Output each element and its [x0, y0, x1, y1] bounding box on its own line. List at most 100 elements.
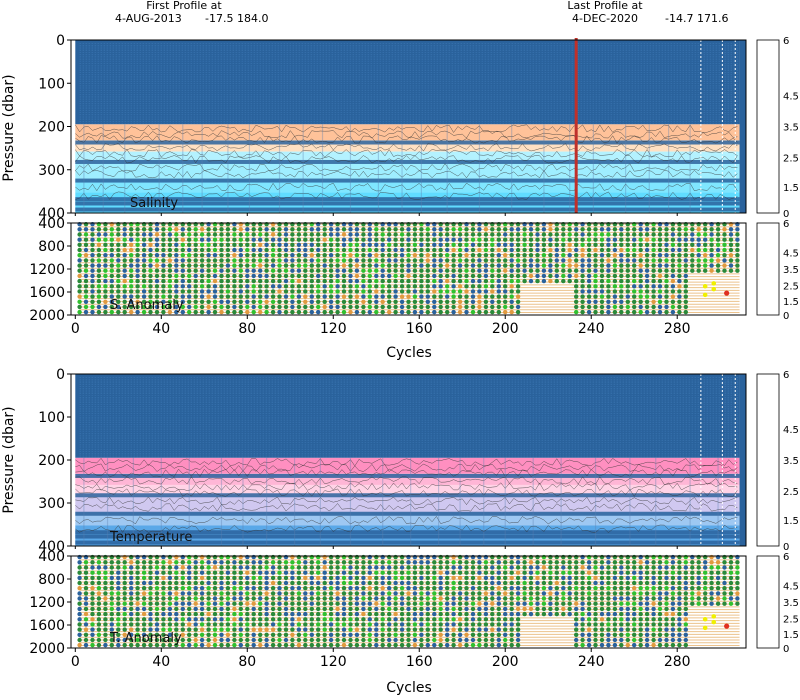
- anomaly-point: [316, 601, 321, 606]
- anomaly-point: [406, 253, 411, 258]
- anomaly-point: [432, 570, 437, 575]
- anomaly-point: [316, 580, 321, 586]
- anomaly-point: [503, 575, 508, 581]
- anomaly-point: [599, 237, 605, 242]
- anomaly-point: [180, 237, 185, 242]
- anomaly-point: [180, 617, 185, 622]
- anomaly-point: [90, 273, 95, 279]
- anomaly-point: [374, 253, 379, 258]
- anomaly-point: [225, 580, 231, 586]
- anomaly-point: [225, 586, 231, 591]
- anomaly-point: [606, 284, 611, 289]
- anomaly-point: [457, 284, 463, 289]
- anomaly-point: [309, 242, 314, 247]
- anomaly-point: [174, 232, 179, 237]
- anomaly-point: [148, 570, 153, 575]
- anomaly-point: [238, 606, 243, 612]
- anomaly-point: [535, 232, 540, 237]
- anomaly-point: [225, 601, 231, 606]
- anomaly-point: [644, 565, 650, 570]
- anomaly-point: [206, 611, 211, 617]
- anomaly-point: [470, 242, 476, 247]
- anomaly-point: [225, 565, 231, 570]
- anomaly-point: [141, 232, 147, 237]
- anomaly-point: [644, 617, 650, 622]
- anomaly-point: [412, 580, 418, 586]
- colorbar-tick-label: 1.5: [783, 183, 799, 194]
- anomaly-point: [116, 565, 121, 570]
- anomaly-point: [625, 611, 630, 617]
- anomaly-point: [109, 273, 115, 279]
- anomaly-point: [174, 278, 179, 284]
- anomaly-point: [264, 268, 269, 273]
- anomaly-point: [148, 304, 153, 310]
- anomaly-point: [161, 622, 166, 627]
- first-profile-date: 4-AUG-2013: [115, 12, 182, 25]
- anomaly-point: [561, 278, 566, 284]
- anomaly-point: [367, 575, 372, 581]
- anomaly-point: [199, 627, 205, 632]
- anomaly-point: [625, 284, 630, 289]
- anomaly-point: [522, 586, 527, 591]
- temperature-anomaly-plot-area: [70, 554, 747, 649]
- anomaly-point: [193, 611, 198, 617]
- anomaly-point: [632, 632, 637, 637]
- anomaly-point: [406, 227, 411, 232]
- anomaly-point: [586, 596, 592, 601]
- anomaly-point: [470, 237, 476, 242]
- anomaly-point: [277, 263, 282, 268]
- anomaly-point: [548, 611, 553, 617]
- anomaly-point: [683, 570, 688, 575]
- anomaly-point: [548, 596, 553, 601]
- anomaly-point: [625, 622, 630, 627]
- anomaly-point: [393, 611, 398, 617]
- anomaly-point: [90, 606, 95, 612]
- anomaly-point: [735, 560, 740, 565]
- anomaly-point: [129, 596, 134, 601]
- anomaly-point: [387, 601, 392, 606]
- anomaly-point: [419, 289, 424, 294]
- anomaly-point: [341, 622, 347, 627]
- anomaly-point: [535, 268, 540, 273]
- anomaly-point: [90, 268, 95, 273]
- anomaly-point: [412, 253, 418, 258]
- anomaly-point: [406, 622, 411, 627]
- anomaly-point: [206, 242, 211, 247]
- anomaly-point: [387, 606, 392, 612]
- anomaly-point: [154, 617, 160, 622]
- anomaly-point: [187, 294, 192, 299]
- anomaly-point: [457, 622, 463, 627]
- anomaly-point: [445, 242, 450, 247]
- anomaly-point: [496, 611, 501, 617]
- anomaly-point: [77, 611, 82, 617]
- anomaly-point: [258, 278, 263, 284]
- anomaly-point: [341, 232, 347, 237]
- anomaly-point: [644, 591, 650, 596]
- anomaly-point: [632, 617, 637, 622]
- anomaly-point: [412, 258, 418, 263]
- anomaly-point: [251, 560, 256, 565]
- anomaly-point: [322, 242, 327, 247]
- anomaly-point: [77, 253, 82, 258]
- anomaly-point: [387, 611, 392, 617]
- anomaly-point: [432, 611, 437, 617]
- anomaly-point: [477, 258, 482, 263]
- anomaly-point: [335, 232, 340, 237]
- last-profile-date: 4-DEC-2020: [572, 12, 638, 25]
- anomaly-point: [129, 601, 134, 606]
- anomaly-point: [703, 253, 708, 258]
- anomaly-point: [148, 560, 153, 565]
- anomaly-point: [303, 242, 308, 247]
- anomaly-point: [167, 611, 173, 617]
- anomaly-point: [187, 242, 192, 247]
- anomaly-point: [496, 596, 501, 601]
- anomaly-point: [77, 632, 82, 637]
- anomaly-point: [438, 596, 443, 601]
- anomaly-point: [619, 627, 624, 632]
- anomaly-point: [445, 637, 450, 643]
- anomaly-point: [219, 642, 224, 648]
- anomaly-point: [361, 632, 366, 637]
- anomaly-point: [438, 580, 443, 586]
- anomaly-point: [574, 227, 579, 232]
